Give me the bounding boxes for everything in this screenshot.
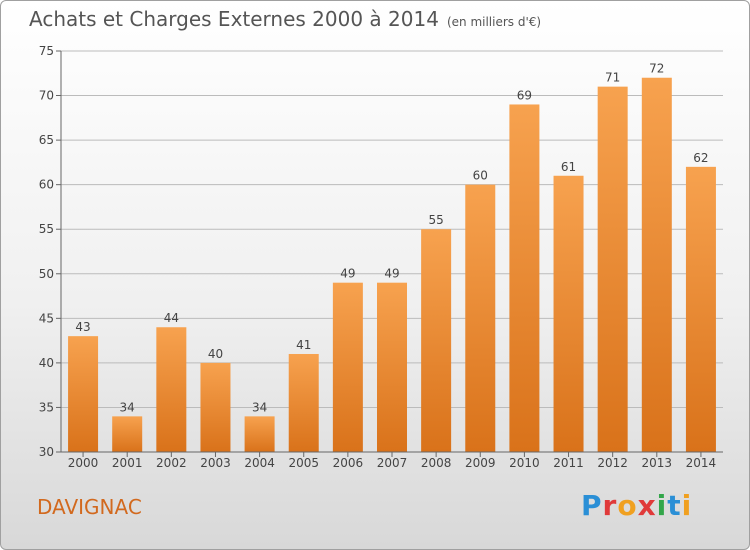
y-tick-label: 35: [39, 400, 54, 414]
bar: [509, 104, 540, 452]
logo-letter: i: [656, 489, 668, 522]
x-tick-label: 2003: [200, 456, 231, 470]
chart-title-text: Achats et Charges Externes 2000 à 2014: [29, 7, 439, 31]
logo-letter: o: [617, 489, 638, 522]
logo-letter: P: [581, 489, 603, 522]
y-tick-label: 60: [39, 178, 54, 192]
bar-value-label: 34: [120, 400, 135, 414]
bar-value-label: 41: [296, 338, 311, 352]
chart-unit: (en milliers d'€): [446, 15, 542, 29]
bar: [377, 282, 407, 452]
bar-value-label: 60: [473, 169, 488, 183]
y-tick-label: 45: [39, 311, 54, 325]
bar-value-label: 34: [252, 400, 267, 414]
bar: [641, 77, 672, 452]
bar: [200, 362, 231, 452]
bar-value-label: 61: [561, 160, 576, 174]
x-tick-label: 2004: [244, 456, 275, 470]
x-tick-label: 2012: [597, 456, 628, 470]
x-tick-label: 2002: [156, 456, 187, 470]
bar-value-label: 55: [428, 213, 443, 227]
bar-value-label: 43: [75, 320, 90, 334]
bar: [68, 336, 99, 452]
y-tick-label: 55: [39, 222, 54, 236]
x-tick-label: 2014: [686, 456, 717, 470]
x-tick-label: 2001: [112, 456, 143, 470]
bar: [685, 166, 716, 452]
commune-name: DAVIGNAC: [37, 495, 142, 519]
bar-value-label: 69: [517, 88, 532, 102]
y-tick-label: 50: [39, 267, 54, 281]
bar: [288, 353, 319, 452]
x-tick-label: 2005: [288, 456, 319, 470]
bar-value-label: 71: [605, 71, 620, 85]
x-tick-label: 2008: [421, 456, 452, 470]
bar-value-label: 40: [208, 347, 223, 361]
x-tick-label: 2013: [642, 456, 673, 470]
x-tick-label: 2006: [333, 456, 364, 470]
bar-value-label: 44: [164, 311, 179, 325]
logo-letter: x: [637, 489, 657, 522]
x-tick-label: 2009: [465, 456, 496, 470]
y-tick-label: 30: [39, 445, 54, 459]
y-tick-label: 65: [39, 133, 54, 147]
y-tick-label: 75: [39, 44, 54, 58]
logo-letter: i: [681, 489, 693, 522]
bar-value-label: 72: [649, 62, 664, 76]
y-tick-label: 70: [39, 89, 54, 103]
y-tick-label: 40: [39, 356, 54, 370]
bar: [156, 327, 187, 452]
bar: [112, 416, 143, 452]
x-tick-label: 2011: [553, 456, 584, 470]
bar: [421, 229, 452, 452]
bar-value-label: 62: [693, 151, 708, 165]
x-tick-label: 2007: [377, 456, 408, 470]
bar: [465, 184, 496, 452]
x-tick-label: 2010: [509, 456, 540, 470]
axes: 30 35 40 45 50 55 60 65 70 75 2000 2001 2002 2003 2004…: [39, 44, 723, 470]
bar: [244, 416, 275, 452]
x-tick-label: 2000: [68, 456, 99, 470]
bar: [332, 282, 363, 452]
bar-value-label: 49: [384, 267, 399, 281]
bars: 43 34 44 40 34 41 49 49 55 60 69 61 71 72 62: [68, 62, 716, 453]
bar: [553, 175, 584, 452]
chart-title: Achats et Charges Externes 2000 à 2014 (e…: [29, 7, 541, 31]
logo-letter: t: [667, 489, 682, 522]
proxiti-logo: Proxiti: [581, 489, 692, 522]
bar-value-label: 49: [340, 267, 355, 281]
bar: [597, 86, 628, 453]
logo-letter: r: [602, 489, 618, 522]
